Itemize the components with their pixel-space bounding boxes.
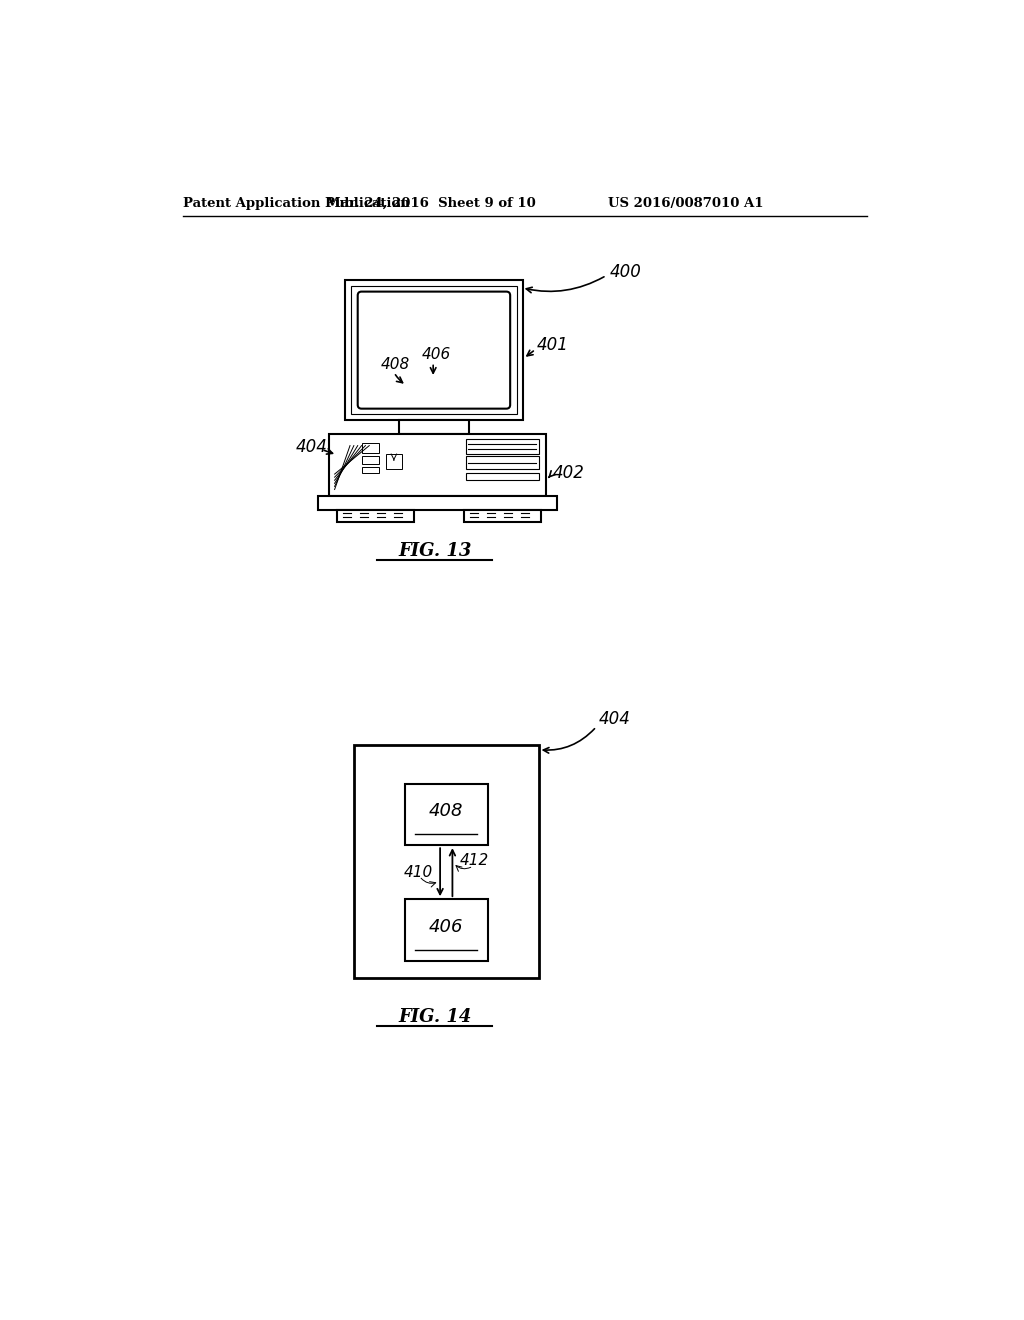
Text: 406: 406 bbox=[429, 917, 464, 936]
Text: 402: 402 bbox=[553, 463, 585, 482]
Bar bbox=[330, 434, 547, 496]
Bar bbox=[317, 496, 557, 510]
Bar bbox=[404, 899, 487, 961]
Text: 408: 408 bbox=[381, 358, 410, 372]
Text: 406: 406 bbox=[422, 347, 451, 362]
Bar bbox=[361, 467, 379, 473]
Bar bbox=[466, 438, 539, 454]
Bar bbox=[466, 473, 539, 480]
Bar bbox=[361, 457, 379, 465]
Text: 400: 400 bbox=[609, 264, 641, 281]
Bar bbox=[404, 784, 487, 845]
Text: US 2016/0087010 A1: US 2016/0087010 A1 bbox=[608, 197, 764, 210]
Text: FIG. 13: FIG. 13 bbox=[398, 543, 471, 560]
Text: FIG. 14: FIG. 14 bbox=[398, 1008, 471, 1026]
Bar bbox=[386, 454, 401, 470]
Bar bbox=[351, 286, 517, 414]
Bar bbox=[464, 510, 541, 521]
Text: 410: 410 bbox=[403, 865, 433, 879]
Bar bbox=[345, 280, 523, 420]
FancyBboxPatch shape bbox=[357, 292, 510, 409]
Text: 412: 412 bbox=[460, 853, 489, 869]
Bar bbox=[466, 457, 539, 469]
Text: 404: 404 bbox=[296, 438, 328, 457]
Bar bbox=[361, 444, 379, 453]
Text: 404: 404 bbox=[599, 710, 631, 727]
Bar bbox=[398, 420, 469, 434]
Text: Patent Application Publication: Patent Application Publication bbox=[183, 197, 410, 210]
Bar bbox=[337, 510, 414, 521]
Text: 401: 401 bbox=[538, 335, 569, 354]
Text: 408: 408 bbox=[429, 803, 464, 820]
Bar bbox=[354, 744, 539, 978]
Text: Mar. 24, 2016  Sheet 9 of 10: Mar. 24, 2016 Sheet 9 of 10 bbox=[326, 197, 536, 210]
